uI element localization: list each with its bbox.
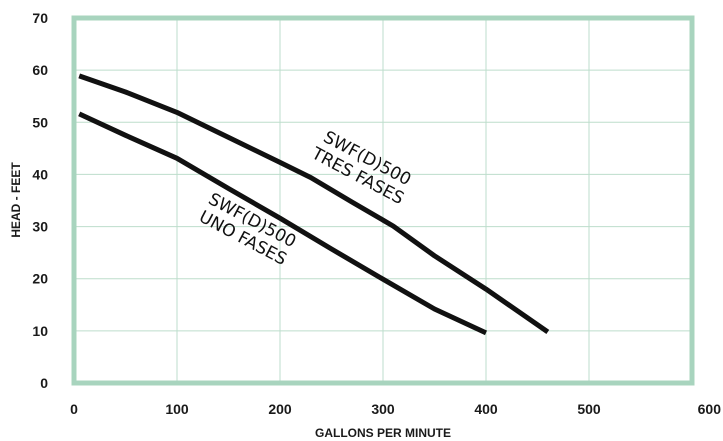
x-tick-label-3: 300 (371, 401, 395, 417)
series-label-tres-fases: SWF(D)500 TRES FASES (307, 127, 414, 209)
x-tick-labels: 0 100 200 300 400 500 600 (70, 401, 721, 417)
x-axis-label: GALLONS PER MINUTE (315, 426, 451, 440)
x-tick-label-4: 400 (474, 401, 498, 417)
x-tick-label-5: 500 (577, 401, 601, 417)
y-tick-label-0: 0 (40, 375, 48, 391)
y-axis-label: HEAD - FEET (9, 162, 23, 238)
series-layer (78, 73, 550, 336)
y-tick-label-4: 40 (32, 166, 48, 182)
series-line-0 (78, 73, 550, 334)
y-tick-label-1: 10 (32, 323, 48, 339)
y-tick-label-3: 30 (32, 219, 48, 235)
y-tick-label-5: 50 (32, 114, 48, 130)
plot-frame (71, 15, 695, 386)
y-tick-label-2: 20 (32, 271, 48, 287)
y-tick-label-6: 60 (32, 62, 48, 78)
y-tick-label-7: 70 (32, 10, 48, 26)
x-tick-label-2: 200 (268, 401, 292, 417)
x-tick-label-1: 100 (165, 401, 189, 417)
grid (73, 17, 693, 384)
x-tick-label-6: 600 (698, 401, 722, 417)
y-tick-labels: 0 10 20 30 40 50 60 70 (32, 10, 48, 391)
x-tick-label-0: 0 (70, 401, 78, 417)
series-line-1 (78, 111, 488, 336)
